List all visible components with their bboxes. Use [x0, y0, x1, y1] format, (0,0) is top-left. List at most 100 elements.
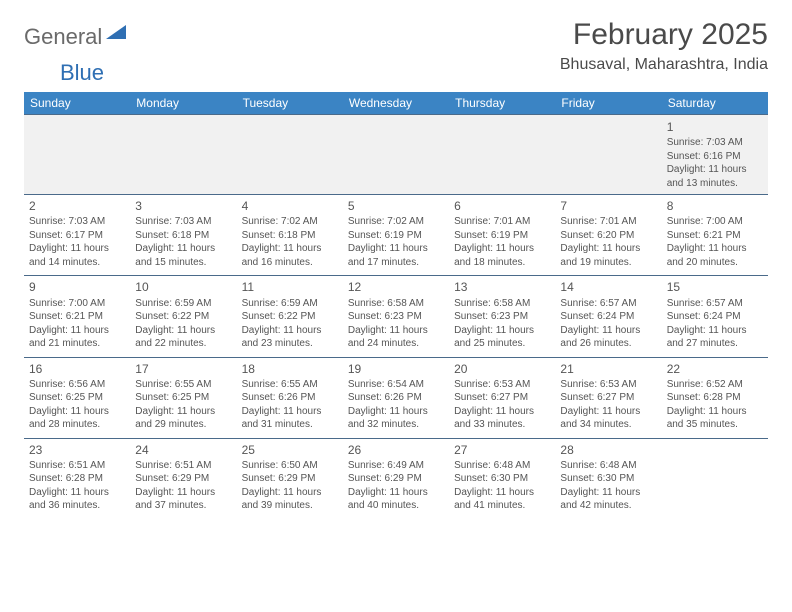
daylight-text: and 17 minutes.	[348, 256, 444, 270]
brand-logo: General	[24, 18, 128, 50]
sunrise-text: Sunrise: 6:59 AM	[135, 297, 231, 311]
sunrise-text: Sunrise: 6:55 AM	[242, 378, 338, 392]
calendar-day-cell	[555, 115, 661, 195]
calendar-table: Sunday Monday Tuesday Wednesday Thursday…	[24, 92, 768, 519]
calendar-day-cell: 9Sunrise: 7:00 AMSunset: 6:21 PMDaylight…	[24, 276, 130, 357]
day-number: 4	[242, 198, 338, 214]
sunrise-text: Sunrise: 7:03 AM	[29, 215, 125, 229]
sunrise-text: Sunrise: 6:51 AM	[135, 459, 231, 473]
daylight-text: Daylight: 11 hours	[348, 405, 444, 419]
calendar-day-cell: 5Sunrise: 7:02 AMSunset: 6:19 PMDaylight…	[343, 195, 449, 276]
calendar-day-cell	[343, 115, 449, 195]
daylight-text: Daylight: 11 hours	[242, 405, 338, 419]
daylight-text: and 28 minutes.	[29, 418, 125, 432]
day-number: 12	[348, 279, 444, 295]
daylight-text: Daylight: 11 hours	[667, 242, 763, 256]
daylight-text: and 19 minutes.	[560, 256, 656, 270]
daylight-text: Daylight: 11 hours	[242, 324, 338, 338]
sunset-text: Sunset: 6:22 PM	[135, 310, 231, 324]
sunrise-text: Sunrise: 6:55 AM	[135, 378, 231, 392]
daylight-text: and 24 minutes.	[348, 337, 444, 351]
sunset-text: Sunset: 6:20 PM	[560, 229, 656, 243]
sunset-text: Sunset: 6:27 PM	[560, 391, 656, 405]
sunset-text: Sunset: 6:19 PM	[348, 229, 444, 243]
day-number: 22	[667, 361, 763, 377]
day-number: 16	[29, 361, 125, 377]
sunset-text: Sunset: 6:21 PM	[29, 310, 125, 324]
daylight-text: and 18 minutes.	[454, 256, 550, 270]
daylight-text: Daylight: 11 hours	[560, 405, 656, 419]
daylight-text: Daylight: 11 hours	[135, 405, 231, 419]
sunrise-text: Sunrise: 6:48 AM	[560, 459, 656, 473]
sunrise-text: Sunrise: 7:01 AM	[454, 215, 550, 229]
daylight-text: Daylight: 11 hours	[348, 324, 444, 338]
daylight-text: Daylight: 11 hours	[135, 486, 231, 500]
calendar-day-cell: 24Sunrise: 6:51 AMSunset: 6:29 PMDayligh…	[130, 438, 236, 519]
sunrise-text: Sunrise: 7:01 AM	[560, 215, 656, 229]
sunrise-text: Sunrise: 6:53 AM	[560, 378, 656, 392]
day-number: 1	[667, 119, 763, 135]
sunset-text: Sunset: 6:25 PM	[29, 391, 125, 405]
calendar-title-month: February 2025	[560, 18, 768, 52]
logo-text-blue: Blue	[24, 60, 104, 85]
daylight-text: and 21 minutes.	[29, 337, 125, 351]
daylight-text: and 33 minutes.	[454, 418, 550, 432]
daylight-text: and 16 minutes.	[242, 256, 338, 270]
daylight-text: Daylight: 11 hours	[348, 486, 444, 500]
daylight-text: Daylight: 11 hours	[560, 324, 656, 338]
calendar-day-cell: 28Sunrise: 6:48 AMSunset: 6:30 PMDayligh…	[555, 438, 661, 519]
daylight-text: Daylight: 11 hours	[667, 405, 763, 419]
daylight-text: Daylight: 11 hours	[242, 242, 338, 256]
daylight-text: Daylight: 11 hours	[29, 242, 125, 256]
calendar-day-cell: 2Sunrise: 7:03 AMSunset: 6:17 PMDaylight…	[24, 195, 130, 276]
day-number: 27	[454, 442, 550, 458]
daylight-text: Daylight: 11 hours	[454, 486, 550, 500]
weekday-heading: Wednesday	[343, 92, 449, 115]
calendar-day-cell: 17Sunrise: 6:55 AMSunset: 6:25 PMDayligh…	[130, 357, 236, 438]
daylight-text: and 29 minutes.	[135, 418, 231, 432]
calendar-day-cell: 13Sunrise: 6:58 AMSunset: 6:23 PMDayligh…	[449, 276, 555, 357]
sunrise-text: Sunrise: 6:58 AM	[348, 297, 444, 311]
calendar-day-cell: 27Sunrise: 6:48 AMSunset: 6:30 PMDayligh…	[449, 438, 555, 519]
sunset-text: Sunset: 6:26 PM	[348, 391, 444, 405]
day-number: 23	[29, 442, 125, 458]
calendar-day-cell: 20Sunrise: 6:53 AMSunset: 6:27 PMDayligh…	[449, 357, 555, 438]
sunrise-text: Sunrise: 6:52 AM	[667, 378, 763, 392]
sunset-text: Sunset: 6:24 PM	[667, 310, 763, 324]
day-number: 15	[667, 279, 763, 295]
daylight-text: Daylight: 11 hours	[560, 486, 656, 500]
calendar-day-cell: 10Sunrise: 6:59 AMSunset: 6:22 PMDayligh…	[130, 276, 236, 357]
daylight-text: and 15 minutes.	[135, 256, 231, 270]
calendar-day-cell: 15Sunrise: 6:57 AMSunset: 6:24 PMDayligh…	[662, 276, 768, 357]
calendar-day-cell: 16Sunrise: 6:56 AMSunset: 6:25 PMDayligh…	[24, 357, 130, 438]
calendar-day-cell: 23Sunrise: 6:51 AMSunset: 6:28 PMDayligh…	[24, 438, 130, 519]
sunrise-text: Sunrise: 6:59 AM	[242, 297, 338, 311]
daylight-text: Daylight: 11 hours	[29, 324, 125, 338]
day-number: 6	[454, 198, 550, 214]
daylight-text: Daylight: 11 hours	[667, 324, 763, 338]
sunset-text: Sunset: 6:27 PM	[454, 391, 550, 405]
calendar-day-cell: 18Sunrise: 6:55 AMSunset: 6:26 PMDayligh…	[237, 357, 343, 438]
calendar-day-cell: 26Sunrise: 6:49 AMSunset: 6:29 PMDayligh…	[343, 438, 449, 519]
sunset-text: Sunset: 6:16 PM	[667, 150, 763, 164]
daylight-text: and 35 minutes.	[667, 418, 763, 432]
daylight-text: and 22 minutes.	[135, 337, 231, 351]
daylight-text: Daylight: 11 hours	[560, 242, 656, 256]
daylight-text: and 32 minutes.	[348, 418, 444, 432]
weekday-heading: Saturday	[662, 92, 768, 115]
calendar-day-cell	[24, 115, 130, 195]
day-number: 21	[560, 361, 656, 377]
calendar-day-cell: 4Sunrise: 7:02 AMSunset: 6:18 PMDaylight…	[237, 195, 343, 276]
daylight-text: Daylight: 11 hours	[454, 242, 550, 256]
calendar-day-cell	[662, 438, 768, 519]
calendar-week-row: 23Sunrise: 6:51 AMSunset: 6:28 PMDayligh…	[24, 438, 768, 519]
day-number: 10	[135, 279, 231, 295]
daylight-text: Daylight: 11 hours	[454, 324, 550, 338]
day-number: 7	[560, 198, 656, 214]
calendar-day-cell: 3Sunrise: 7:03 AMSunset: 6:18 PMDaylight…	[130, 195, 236, 276]
calendar-weekday-header: Sunday Monday Tuesday Wednesday Thursday…	[24, 92, 768, 115]
daylight-text: Daylight: 11 hours	[29, 486, 125, 500]
daylight-text: and 13 minutes.	[667, 177, 763, 191]
day-number: 14	[560, 279, 656, 295]
day-number: 18	[242, 361, 338, 377]
